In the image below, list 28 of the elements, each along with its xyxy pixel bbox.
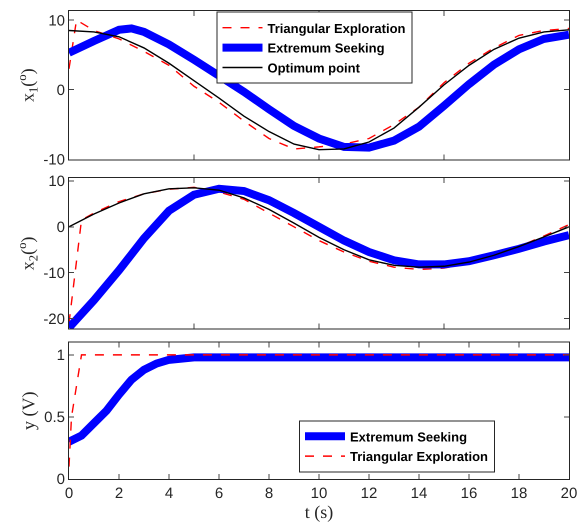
y-tick-label: 0 xyxy=(56,219,65,236)
x-tick-label: 14 xyxy=(410,485,428,502)
y-tick-label: 0 xyxy=(56,82,65,99)
x-axis-title: t (s) xyxy=(304,502,334,522)
line-series xyxy=(69,187,569,268)
x-tick-label: 2 xyxy=(114,485,124,502)
y-tick-label: 10 xyxy=(48,12,65,30)
x-tick-label: 4 xyxy=(164,485,174,502)
y-tick-label: 1 xyxy=(56,347,65,364)
x-tick-label: 6 xyxy=(214,485,224,502)
x-tick-label: 8 xyxy=(264,485,274,502)
x-tick-label: 20 xyxy=(560,485,578,502)
y-tick-label: -20 xyxy=(43,310,65,328)
x-tick-label: 10 xyxy=(310,485,328,502)
y-tick-label: 10 xyxy=(48,173,65,190)
legend-label: Extremum Seeking xyxy=(268,40,385,56)
x-tick-label: 16 xyxy=(460,485,478,502)
x-tick-label: 18 xyxy=(510,485,528,502)
y-tick-label: -10 xyxy=(43,152,65,169)
y-tick-label: 0 xyxy=(56,471,65,488)
legend-label: Triangular Exploration xyxy=(350,449,488,464)
x-tick-label: 12 xyxy=(360,485,378,502)
y-tick-label: -10 xyxy=(43,264,65,282)
legend-label: Extremum Seeking xyxy=(350,429,468,444)
legend-label: Optimum point xyxy=(268,60,361,76)
y-tick-label: 0.5 xyxy=(44,409,65,426)
y-axis-title: y (V) xyxy=(18,391,38,430)
legend-label: Triangular Exploration xyxy=(268,20,406,36)
